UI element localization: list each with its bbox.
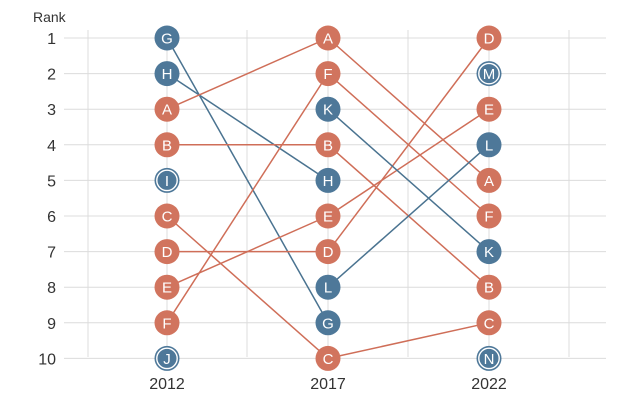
rank-markers: G G H H A A A B B B I C C C D D D E E E F F F J K K L L M N (154, 25, 502, 371)
marker-f: F (476, 203, 502, 229)
marker-label: D (323, 244, 334, 261)
series-line-e (327, 108, 490, 217)
marker-label: L (485, 137, 493, 154)
marker-l: L (476, 132, 502, 158)
marker-b: B (476, 274, 502, 300)
series-line-e (166, 215, 329, 288)
y-axis-label: Rank (33, 9, 67, 25)
x-tick-label: 2022 (471, 376, 507, 393)
marker-label: K (484, 244, 494, 261)
marker-label: F (323, 66, 332, 83)
series-line-k (327, 108, 490, 253)
y-tick-label: 4 (47, 138, 56, 155)
marker-k: K (315, 96, 341, 122)
marker-f: F (154, 310, 180, 336)
marker-c: C (315, 345, 341, 371)
y-tick-label: 6 (47, 209, 56, 226)
marker-label: C (323, 351, 334, 368)
marker-e: E (315, 203, 341, 229)
marker-d: D (315, 239, 341, 265)
marker-label: G (322, 315, 334, 332)
marker-label: C (162, 209, 173, 226)
marker-label: F (484, 209, 493, 226)
marker-f: F (315, 61, 341, 87)
marker-label: B (162, 137, 172, 154)
marker-label: G (161, 31, 173, 48)
marker-label: H (323, 173, 334, 190)
series-line-f (166, 73, 329, 324)
marker-label: D (484, 31, 495, 48)
series-line-a (327, 37, 490, 181)
marker-label: D (162, 244, 173, 261)
marker-i: I (154, 167, 180, 193)
series-line-g (166, 37, 329, 324)
marker-h: H (315, 167, 341, 193)
marker-g: G (154, 25, 180, 51)
series-line-a (166, 37, 329, 110)
marker-label: L (324, 280, 332, 297)
marker-label: A (162, 102, 172, 119)
marker-a: A (154, 96, 180, 122)
marker-label: C (484, 315, 495, 332)
x-axis-ticks: 2012 2017 2022 (149, 376, 507, 393)
marker-m: M (476, 61, 502, 87)
marker-e: E (476, 96, 502, 122)
marker-label: N (484, 351, 495, 368)
marker-j: J (154, 345, 180, 371)
series-line-c (327, 322, 490, 360)
marker-label: E (323, 209, 333, 226)
y-axis-ticks: 1 2 3 4 5 6 7 8 9 10 (38, 31, 56, 368)
y-tick-label: 10 (38, 351, 56, 368)
y-tick-label: 1 (47, 31, 56, 48)
marker-d: D (154, 239, 180, 265)
y-tick-label: 8 (47, 280, 56, 297)
marker-label: A (484, 173, 494, 190)
y-tick-label: 2 (47, 67, 56, 84)
marker-c: C (476, 310, 502, 336)
marker-label: J (163, 351, 171, 368)
marker-b: B (315, 132, 341, 158)
marker-d: D (476, 25, 502, 51)
y-tick-label: 9 (47, 316, 56, 333)
marker-label: B (323, 137, 333, 154)
marker-label: K (323, 102, 333, 119)
marker-a: A (476, 167, 502, 193)
marker-h: H (154, 61, 180, 87)
marker-label: E (162, 280, 172, 297)
series-line-c (166, 215, 329, 359)
marker-k: K (476, 239, 502, 265)
marker-l: L (315, 274, 341, 300)
y-tick-label: 7 (47, 245, 56, 262)
marker-label: A (323, 31, 333, 48)
marker-g: G (315, 310, 341, 336)
series-line-f (327, 73, 490, 217)
y-tick-label: 5 (47, 173, 56, 190)
series-lines (166, 37, 490, 360)
marker-a: A (315, 25, 341, 51)
series-line-l (327, 144, 490, 288)
x-tick-label: 2012 (149, 376, 185, 393)
marker-label: E (484, 102, 494, 119)
marker-label: B (484, 280, 494, 297)
x-tick-label: 2017 (310, 376, 346, 393)
marker-label: H (162, 66, 173, 83)
y-tick-label: 3 (47, 102, 56, 119)
marker-label: F (162, 315, 171, 332)
marker-label: M (483, 66, 496, 83)
marker-e: E (154, 274, 180, 300)
marker-n: N (476, 345, 502, 371)
marker-b: B (154, 132, 180, 158)
marker-c: C (154, 203, 180, 229)
marker-label: I (165, 173, 169, 190)
series-line-h (166, 72, 329, 182)
